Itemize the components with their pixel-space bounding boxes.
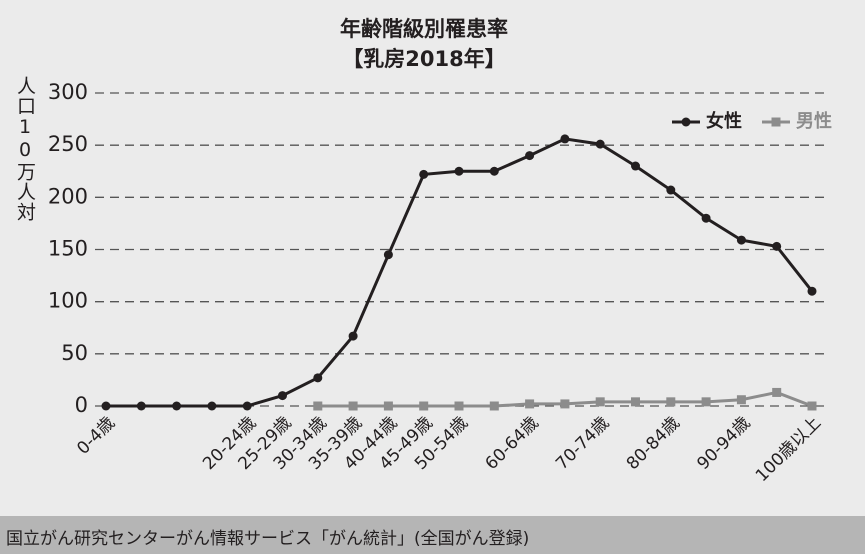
footer: 国立がん研究センターがん情報サービス「がん統計」(全国がん登録) — [0, 516, 865, 554]
marker — [807, 401, 817, 411]
marker — [701, 397, 711, 407]
legend-marker — [681, 117, 691, 127]
marker — [560, 134, 570, 144]
x-tick-label: 90-94歳 — [693, 413, 754, 474]
marker — [772, 241, 782, 251]
x-tick-label: 80-84歳 — [623, 413, 684, 474]
marker — [772, 387, 782, 397]
y-axis-label: 人口10万人対 — [14, 76, 36, 222]
marker — [631, 397, 640, 407]
marker — [736, 235, 746, 245]
series-line — [106, 137, 814, 408]
marker — [172, 401, 182, 411]
y-tick-label: 0 — [75, 393, 88, 417]
marker — [595, 397, 605, 407]
marker — [489, 166, 499, 176]
marker — [278, 391, 287, 401]
chart-title: 年齢階級別罹患率 — [340, 17, 508, 41]
y-tick-label: 150 — [48, 237, 88, 261]
y-tick-label: 100 — [48, 289, 88, 313]
legend-label: 男性 — [796, 110, 832, 132]
marker — [242, 401, 252, 411]
marker — [560, 399, 570, 409]
marker — [419, 169, 429, 179]
marker — [701, 213, 711, 223]
marker — [383, 250, 393, 260]
marker — [348, 401, 358, 411]
chart-subtitle: 【乳房2018年】 — [342, 47, 505, 71]
x-tick-label: 100歳以上 — [752, 413, 825, 486]
marker — [807, 286, 817, 296]
x-tick-label: 60-64歳 — [482, 413, 543, 474]
legend-label: 女性 — [706, 110, 742, 132]
marker — [313, 401, 323, 411]
legend-marker — [771, 117, 781, 127]
marker — [595, 139, 605, 149]
marker — [136, 401, 146, 411]
y-tick-label: 50 — [61, 341, 88, 365]
chart: 年齢階級別罹患率 【乳房2018年】 0 50 100 150 200 250 300 0-4… — [48, 17, 832, 486]
marker — [631, 161, 640, 171]
marker — [101, 401, 111, 411]
marker — [383, 401, 393, 411]
marker — [525, 151, 535, 161]
marker — [313, 373, 323, 383]
marker — [666, 185, 676, 195]
marker — [736, 395, 746, 405]
marker — [489, 401, 499, 411]
marker — [454, 401, 464, 411]
x-tick-label: 0-4歳 — [73, 413, 119, 459]
marker — [666, 397, 676, 407]
marker — [454, 166, 464, 176]
y-tick-label: 250 — [48, 132, 88, 156]
marker — [419, 401, 429, 411]
marker — [525, 399, 535, 409]
marker — [207, 401, 217, 411]
y-tick-label: 200 — [48, 184, 88, 208]
x-tick-label: 70-74歳 — [552, 413, 613, 474]
source-text: 国立がん研究センターがん情報サービス「がん統計」(全国がん登録) — [6, 529, 530, 549]
y-tick-label: 300 — [48, 80, 88, 104]
marker — [348, 331, 358, 341]
